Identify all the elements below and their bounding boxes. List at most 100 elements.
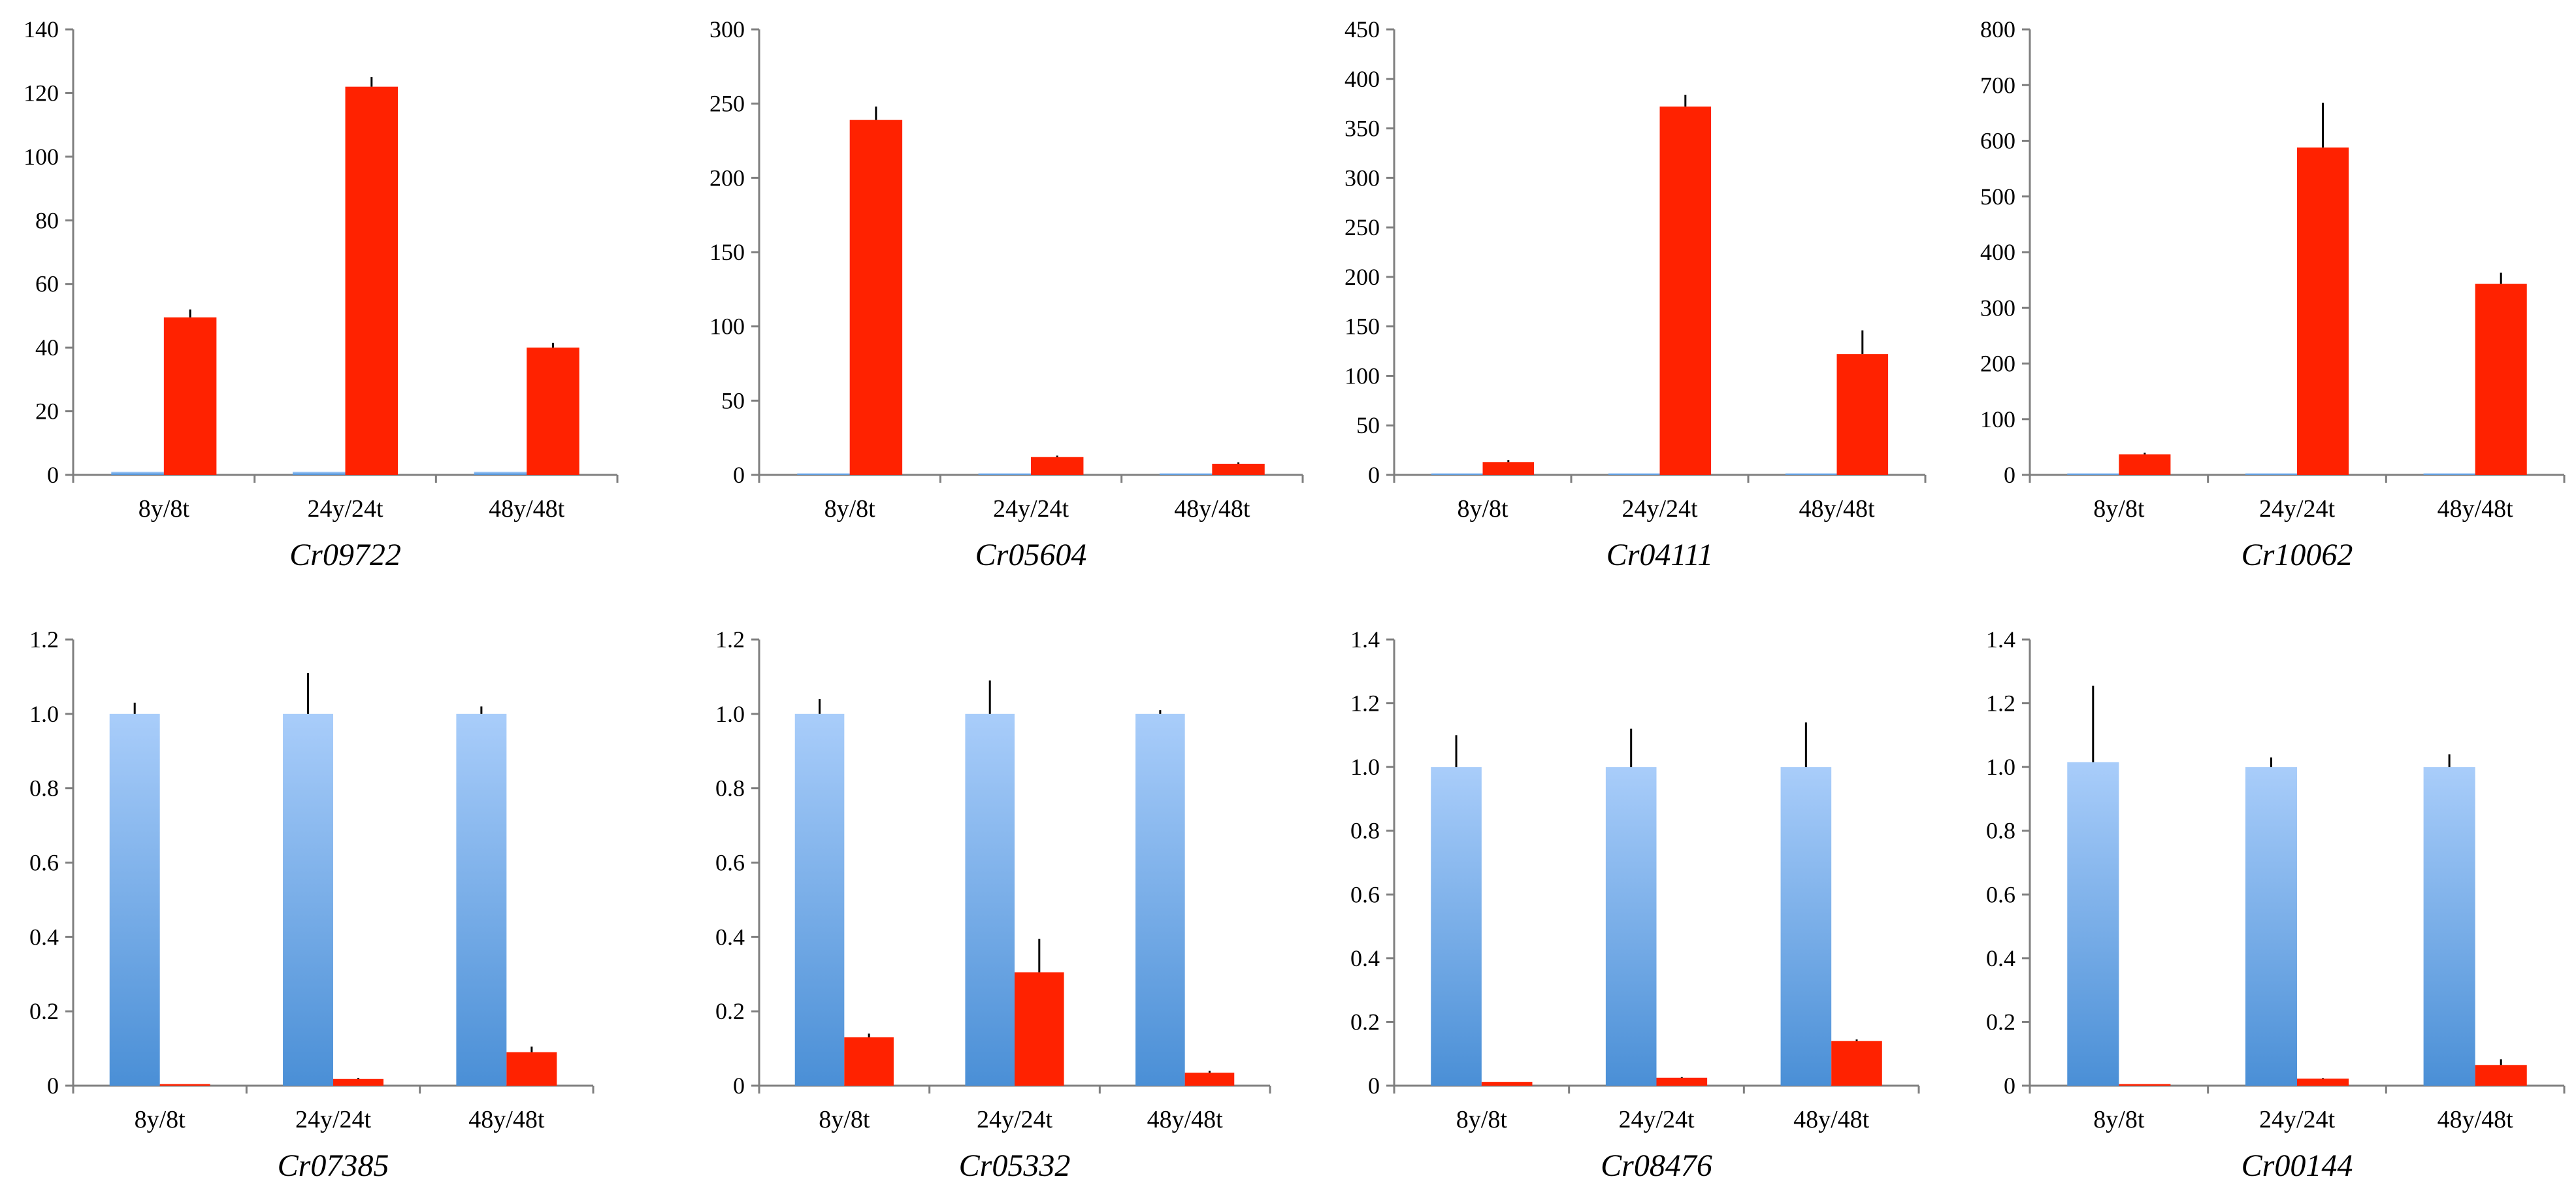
chart-panel-Cr08476: 0 0.2 0.4 0.6 0.8 1.0 1.2 1.4 8y/8t 24y/24t 48y/48…: [1350, 626, 1920, 1183]
y-tick-label: 250: [1345, 214, 1380, 240]
chart-title: Cr00144: [2242, 1148, 2353, 1183]
treatment-bar-8y/8t: [163, 317, 217, 475]
treatment-bar-8y/8t: [849, 120, 903, 475]
treatment-bar-48y/48t: [506, 1052, 557, 1086]
y-tick-label: 20: [35, 398, 59, 425]
y-tick-label: 500: [1980, 184, 2015, 210]
y-tick-label: 200: [1345, 264, 1380, 290]
y-tick-label: 80: [35, 207, 59, 233]
control-bar-24y/24t: [965, 713, 1015, 1086]
chart-title: Cr04111: [1606, 538, 1714, 572]
y-tick-label: 0.2: [1986, 1009, 2015, 1035]
y-tick-label: 0.6: [29, 850, 59, 876]
y-tick-label: 200: [1980, 351, 2015, 377]
y-tick-label: 0: [1368, 462, 1380, 488]
y-tick-label: 450: [1345, 16, 1380, 42]
x-tick-label: 48y/48t: [2437, 1106, 2514, 1133]
y-tick-label: 1.2: [29, 626, 59, 653]
treatment-bar-24y/24t: [1015, 972, 1064, 1086]
y-tick-label: 800: [1980, 16, 2015, 42]
control-bar-24y/24t: [1608, 473, 1660, 475]
x-tick-label: 24y/24t: [1618, 1106, 1695, 1133]
chart-panel-Cr04111: 0 50 100 150 200 250 300 350 400 450 8y/8t 24y/24t 4…: [1345, 16, 1927, 572]
y-tick-label: 400: [1980, 239, 2015, 265]
x-tick-label: 24y/24t: [2259, 495, 2336, 523]
y-tick-label: 300: [1980, 295, 2015, 321]
y-tick-label: 0.4: [715, 924, 745, 950]
x-tick-label: 24y/24t: [1622, 495, 1698, 523]
x-tick-label: 8y/8t: [819, 1106, 870, 1133]
chart-title: Cr10062: [2242, 538, 2353, 572]
control-bar-48y/48t: [1159, 473, 1213, 475]
y-tick-label: 1.0: [715, 701, 745, 727]
y-tick-label: 50: [721, 387, 745, 414]
control-bar-48y/48t: [1135, 713, 1185, 1086]
control-bar-8y/8t: [2067, 473, 2119, 475]
treatment-bar-8y/8t: [844, 1037, 894, 1086]
control-bar-8y/8t: [797, 473, 850, 475]
chart-panel-Cr05604: 0 50 100 150 200 250 300 8y/8t 24y/24t 48y/48t Cr0…: [709, 16, 1304, 572]
y-tick-label: 0.8: [1986, 818, 2015, 844]
chart-title: Cr07385: [278, 1148, 389, 1183]
y-tick-label: 40: [35, 334, 59, 361]
y-tick-label: 1.4: [1986, 626, 2015, 653]
y-tick-label: 0.6: [1350, 881, 1380, 907]
y-tick-label: 1.2: [1986, 690, 2015, 717]
y-tick-label: 140: [24, 16, 59, 42]
y-tick-label: 0.2: [29, 998, 59, 1024]
treatment-bar-24y/24t: [2297, 147, 2349, 476]
x-tick-label: 48y/48t: [2437, 495, 2514, 523]
y-tick-label: 0: [2004, 1073, 2015, 1099]
y-tick-label: 1.0: [1350, 754, 1380, 780]
chart-title: Cr05604: [975, 538, 1087, 572]
y-tick-label: 300: [709, 16, 745, 42]
y-tick-label: 0.4: [1986, 945, 2015, 971]
y-tick-label: 0: [1368, 1073, 1380, 1099]
y-tick-label: 0.8: [29, 775, 59, 802]
chart-panel-Cr00144: 0 0.2 0.4 0.6 0.8 1.0 1.2 1.4 8y/8t 24y/24t 48y/48…: [1986, 626, 2566, 1183]
y-tick-label: 0.4: [29, 924, 59, 950]
x-tick-label: 48y/48t: [1799, 495, 1875, 523]
control-bar-8y/8t: [1431, 473, 1483, 475]
x-tick-label: 8y/8t: [135, 1106, 186, 1133]
treatment-bar-24y/24t: [2297, 1078, 2349, 1086]
y-tick-label: 0.2: [715, 998, 745, 1024]
x-tick-label: 8y/8t: [1457, 495, 1508, 523]
y-tick-label: 1.2: [1350, 690, 1380, 717]
control-bar-24y/24t: [2245, 473, 2297, 475]
x-tick-label: 48y/48t: [489, 495, 565, 523]
control-bar-48y/48t: [2423, 767, 2475, 1086]
y-tick-label: 250: [709, 91, 745, 117]
y-tick-label: 150: [1345, 314, 1380, 340]
treatment-bar-48y/48t: [1212, 463, 1265, 475]
x-tick-label: 8y/8t: [139, 495, 190, 523]
treatment-bar-8y/8t: [1482, 462, 1535, 475]
y-tick-label: 60: [35, 271, 59, 297]
y-tick-label: 0: [733, 462, 745, 488]
treatment-bar-48y/48t: [1184, 1073, 1235, 1086]
x-tick-label: 8y/8t: [2093, 495, 2145, 523]
treatment-bar-48y/48t: [1836, 354, 1889, 475]
control-bar-8y/8t: [794, 713, 845, 1086]
y-tick-label: 0.8: [1350, 818, 1380, 844]
treatment-bar-8y/8t: [2119, 454, 2171, 475]
chart-title: Cr08476: [1601, 1148, 1712, 1183]
y-tick-label: 100: [1345, 363, 1380, 389]
control-bar-48y/48t: [474, 472, 527, 475]
y-tick-label: 120: [24, 80, 59, 106]
y-tick-label: 100: [709, 314, 745, 340]
x-tick-label: 24y/24t: [307, 495, 383, 523]
treatment-bar-24y/24t: [1659, 106, 1712, 476]
y-tick-label: 50: [1356, 412, 1380, 438]
x-tick-label: 24y/24t: [993, 495, 1069, 523]
y-tick-label: 600: [1980, 128, 2015, 154]
y-tick-label: 0: [47, 1073, 59, 1099]
control-bar-24y/24t: [2245, 767, 2297, 1086]
x-tick-label: 24y/24t: [977, 1106, 1053, 1133]
chart-panel-Cr07385: 0 0.2 0.4 0.6 0.8 1.0 1.2 8y/8t 24y/24t 48y/48t Cr…: [29, 626, 595, 1183]
control-bar-48y/48t: [456, 713, 507, 1086]
y-tick-label: 0.6: [1986, 881, 2015, 907]
y-tick-label: 0.6: [715, 850, 745, 876]
y-tick-label: 0: [47, 462, 59, 488]
x-tick-label: 48y/48t: [468, 1106, 545, 1133]
